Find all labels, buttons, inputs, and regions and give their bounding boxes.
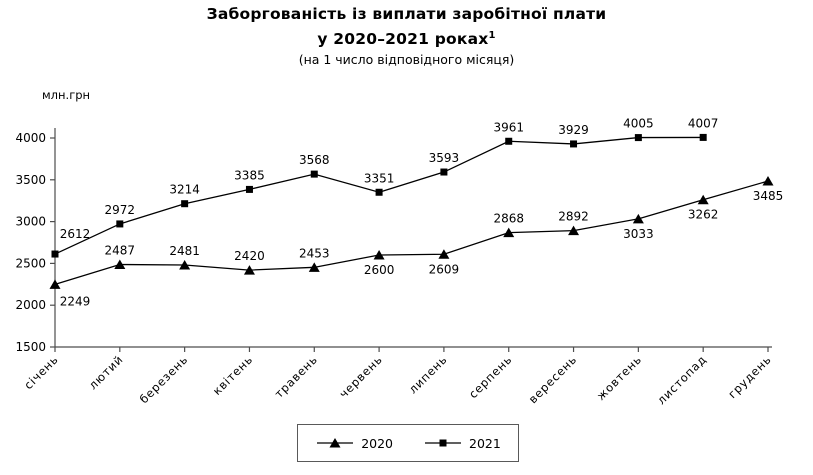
data-point-value-label: 2612 [60, 227, 91, 241]
chart-legend: 2020 2021 [297, 424, 519, 462]
x-axis-category-label: травень [272, 352, 321, 401]
chart-title-line1: Заборгованість із виплати заробітної пла… [206, 5, 607, 23]
data-point-value-label: 2868 [493, 212, 524, 226]
data-point-marker-triangle [114, 259, 126, 269]
data-point-marker-triangle [762, 176, 774, 186]
data-point-marker-triangle [179, 259, 191, 270]
data-point-marker-square [440, 168, 448, 176]
x-axis-category-label: грудень [725, 352, 774, 401]
data-point-marker-triangle [503, 227, 515, 238]
legend-item-2021: 2021 [423, 436, 501, 451]
x-axis-category-label: січень [21, 352, 61, 392]
data-point-value-label: 2600 [364, 263, 395, 277]
x-axis-category-label: лютий [86, 352, 126, 392]
data-point-marker-square [245, 185, 253, 193]
data-point-marker-triangle [49, 279, 61, 289]
data-point-value-label: 3214 [169, 183, 200, 197]
data-point-marker-square [51, 250, 59, 258]
data-point-value-label: 3485 [753, 189, 784, 203]
data-point-value-label: 3033 [623, 227, 654, 241]
chart-title-line2-text: у 2020–2021 роках [317, 30, 489, 49]
title-block: Заборгованість із виплати заробітної пла… [0, 3, 813, 69]
chart-title-line2: у 2020–2021 роках1 [0, 25, 813, 50]
data-point-marker-triangle [308, 262, 320, 272]
x-axis-category-label: березень [137, 352, 191, 406]
data-point-marker-triangle [243, 265, 255, 275]
legend-2020-triangle-marker-icon [317, 438, 354, 448]
data-point-value-label: 3568 [299, 153, 330, 167]
data-point-value-label: 3385 [234, 168, 265, 182]
x-axis-category-label: серпень [466, 352, 515, 401]
data-point-marker-square [570, 140, 578, 148]
x-axis-category-label: липень [406, 352, 450, 396]
series-2020: 2249 2487 2481 2420 2453 2600 2609 2868 2892 3033… [49, 176, 784, 308]
data-point-marker-square [181, 200, 189, 208]
y-axis-tick-label: 3000 [15, 215, 46, 229]
y-axis-tick-label: 2500 [15, 256, 46, 270]
data-point-marker-square [310, 170, 318, 178]
legend-label-2021: 2021 [469, 435, 501, 451]
data-point-marker-square [375, 188, 383, 196]
data-point-value-label: 3262 [688, 208, 719, 222]
data-point-marker-triangle [373, 250, 385, 260]
series-2020-line [54, 180, 769, 286]
y-axis-tick-label: 4000 [15, 131, 46, 145]
data-point-value-label: 2481 [169, 244, 200, 258]
data-point-value-label: 4005 [623, 117, 654, 131]
y-axis-tick-label: 3500 [15, 173, 46, 187]
data-point-marker-triangle [697, 194, 709, 205]
data-point-marker-square [505, 137, 513, 145]
line-chart-plot-area: 1500 2000 2500 3000 3500 4000 січень лютий берез… [15, 116, 784, 407]
data-point-value-label: 2972 [105, 203, 136, 217]
x-axis-category-label: червень [336, 352, 385, 401]
data-point-value-label: 3929 [558, 123, 589, 137]
data-point-marker-square [699, 133, 707, 141]
data-point-marker-triangle [632, 213, 644, 224]
data-point-marker-square [116, 220, 124, 228]
data-point-marker-square [634, 134, 642, 142]
x-axis-category-label: жовтень [594, 352, 645, 403]
data-point-value-label: 2420 [234, 249, 265, 263]
data-point-value-label: 4007 [688, 116, 719, 130]
y-axis-unit-label: млн.грн [42, 88, 91, 102]
x-axis-category-label: вересень [526, 352, 580, 406]
legend-item-2020: 2020 [315, 436, 393, 451]
data-point-marker-triangle [438, 249, 450, 259]
data-point-value-label: 3961 [493, 120, 524, 134]
x-axis-category-label: квітень [210, 352, 256, 398]
data-point-value-label: 3351 [364, 171, 395, 185]
data-point-value-label: 2609 [429, 262, 460, 276]
footnote-superscript: 1 [488, 30, 496, 41]
data-point-marker-triangle [568, 225, 580, 236]
data-point-value-label: 2249 [60, 294, 91, 308]
chart-subtitle: (на 1 число відповідного місяця) [298, 52, 515, 68]
series-2021: 2612 2972 3214 3385 3568 3351 3593 3961 3929 4005… [51, 116, 719, 258]
data-point-value-label: 3593 [429, 151, 460, 165]
y-axis-tick-label: 2000 [15, 298, 46, 312]
data-point-value-label: 2487 [105, 243, 136, 257]
y-axis-tick-label: 1500 [15, 340, 46, 354]
data-point-value-label: 2453 [299, 246, 330, 260]
x-axis-category-label: листопад [654, 352, 709, 407]
legend-2021-square-marker-icon [425, 439, 461, 447]
data-point-value-label: 2892 [558, 210, 589, 224]
legend-label-2020: 2020 [361, 435, 393, 451]
